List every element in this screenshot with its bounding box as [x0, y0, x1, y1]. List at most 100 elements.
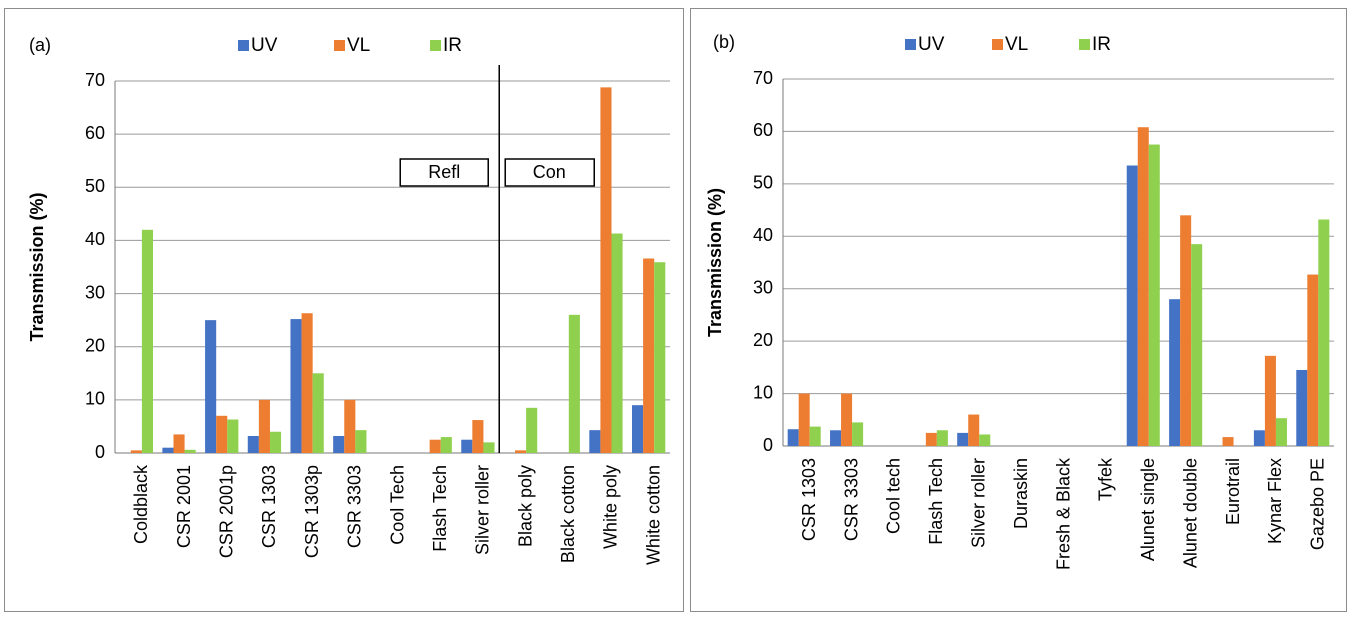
chartb-bar-ir	[809, 426, 821, 446]
charta-bar-ir	[568, 314, 580, 453]
chartb-legend-swatch-vl	[992, 39, 1003, 50]
charta-ytick-label: 70	[85, 70, 105, 90]
charta-panel-label: (a)	[29, 35, 51, 55]
chartb-xtick-label: Tyfek	[1096, 457, 1116, 501]
charta-xtick-label: Cool Tech	[387, 465, 407, 545]
charta-xtick-label: Black poly	[515, 465, 535, 547]
chartb-xtick-label: Flash Tech	[926, 458, 946, 545]
chartb-ytick-label: 20	[753, 330, 773, 350]
charta-bar-uv	[247, 435, 259, 453]
chartb-bar-vl	[968, 414, 980, 446]
charta-xtick-label: CSR 1303p	[302, 465, 322, 558]
chartb-legend-label-ir: IR	[1092, 34, 1111, 55]
chart-a-annotation-box	[504, 158, 595, 187]
chartb-bar-ir	[1148, 144, 1160, 447]
chartb-bar-uv	[1126, 165, 1138, 446]
charta-bar-vl	[301, 313, 313, 453]
chartb-bar-ir	[936, 430, 948, 446]
charta-ytick-label: 50	[85, 176, 105, 196]
chartb-legend-swatch-ir	[1079, 39, 1090, 50]
charta-xtick-label: White cotton	[643, 465, 663, 565]
chartb-ytick-label: 60	[753, 120, 773, 140]
charta-legend-swatch-ir	[430, 40, 441, 51]
charta-bar-vl	[429, 439, 441, 453]
charta-bar-uv	[333, 435, 345, 453]
chartb-bar-ir	[979, 434, 991, 446]
charta-bar-ir	[312, 373, 324, 453]
chartb-bar-vl	[1222, 437, 1234, 446]
chartb-bar-ir	[852, 422, 864, 446]
chartb-y-axis-label: Transmission (%)	[705, 188, 725, 337]
chartb-ytick-label: 10	[753, 382, 773, 402]
charta-bar-vl	[344, 399, 356, 453]
chartb-bar-uv	[957, 432, 969, 446]
chart-a-annotation-box	[399, 158, 489, 187]
charta-bar-ir	[440, 437, 452, 453]
chartb-bar-vl	[1137, 127, 1149, 446]
charta-bar-ir	[269, 431, 282, 453]
chartb-xtick-label: CSR 3303	[841, 458, 861, 541]
chartb-bar-vl	[1180, 215, 1192, 446]
chartb-bar-ir	[1318, 219, 1330, 446]
chartb-xtick-label: Alunet single	[1138, 458, 1158, 561]
charta-legend-label-ir: IR	[443, 35, 462, 56]
chartb-xtick-label: Duraskin	[1011, 458, 1031, 529]
chartb-bar-ir	[1275, 418, 1287, 446]
chartb-bar-uv	[1169, 299, 1181, 446]
charta-xtick-label: White poly	[601, 465, 621, 549]
chartb-ytick-label: 0	[763, 435, 773, 455]
charta-ytick-label: 10	[85, 389, 105, 409]
chartb-xtick-label: CSR 1303	[799, 458, 819, 541]
charta-bar-ir	[526, 407, 538, 453]
charta-bar-uv	[205, 320, 217, 453]
charta-xtick-label: Coldblack	[131, 464, 151, 544]
charta-bar-uv	[461, 439, 473, 453]
charta-xtick-label: Silver roller	[473, 465, 493, 555]
charta-bar-vl	[258, 399, 270, 453]
chartb-ytick-label: 70	[753, 68, 773, 88]
charta-bar-ir	[184, 449, 196, 453]
chart-panel-b: (b) 0 10 20 30 40 50 60 70 Transmission (%) CSR 13…	[690, 8, 1347, 612]
chartb-bar-uv	[1296, 369, 1308, 446]
chartb-panel-label: (b)	[713, 32, 735, 52]
charta-bar-vl	[173, 434, 185, 453]
chartb-ytick-label: 40	[753, 225, 773, 245]
chart-panel-a: (a) 0 10 20 30 40 50 60 70 Transmission (%) Coldbl…	[4, 8, 684, 612]
charta-bar-vl	[643, 258, 655, 453]
chartb-xtick-label: Silver roller	[968, 458, 988, 548]
chartb-legend-label-vl: VL	[1005, 34, 1028, 55]
chart-a-svg: (a) 0 10 20 30 40 50 60 70 Transmission (%) Coldbl…	[27, 35, 670, 565]
chartb-legend-swatch-uv	[905, 39, 916, 50]
charta-legend-swatch-uv	[238, 40, 249, 51]
charta-xtick-label: Black cotton	[558, 465, 578, 563]
chartb-bar-vl	[841, 393, 853, 446]
charta-bar-uv	[632, 405, 644, 453]
chartb-ytick-label: 30	[753, 277, 773, 297]
charta-xtick-label: CSR 2001	[174, 465, 194, 548]
chart-a-annotation-con: Con	[533, 162, 566, 182]
chartb-xtick-label: Cool tech	[884, 458, 904, 534]
chartb-xtick-label: Alunet double	[1180, 458, 1200, 568]
chartb-xtick-label: Gazebo PE	[1308, 458, 1328, 550]
charta-xtick-label: Flash Tech	[430, 465, 450, 552]
charta-bar-ir	[483, 442, 495, 453]
charta-bar-vl	[600, 87, 612, 454]
chartb-xtick-label: Eurotrail	[1223, 458, 1243, 525]
charta-bar-uv	[290, 319, 302, 453]
chart-a-annotation-refl: Refl	[428, 162, 460, 182]
chartb-bar-uv	[1253, 430, 1265, 446]
charta-bar-ir	[141, 229, 153, 453]
chartb-bar-vl	[925, 432, 937, 446]
charta-bar-vl	[472, 420, 484, 453]
charta-xtick-label: CSR 3303	[345, 465, 365, 548]
charta-bar-vl	[130, 450, 142, 453]
charta-y-axis-label: Transmission (%)	[27, 192, 47, 341]
chartb-bar-uv	[830, 430, 842, 446]
charta-bar-ir	[355, 430, 367, 453]
charta-xtick-label: CSR 2001p	[216, 465, 236, 558]
chartb-ytick-label: 50	[753, 173, 773, 193]
charta-bar-uv	[589, 430, 601, 453]
charta-ytick-label: 60	[85, 123, 105, 143]
charta-ytick-label: 40	[85, 229, 105, 249]
charta-bar-ir	[654, 262, 666, 453]
